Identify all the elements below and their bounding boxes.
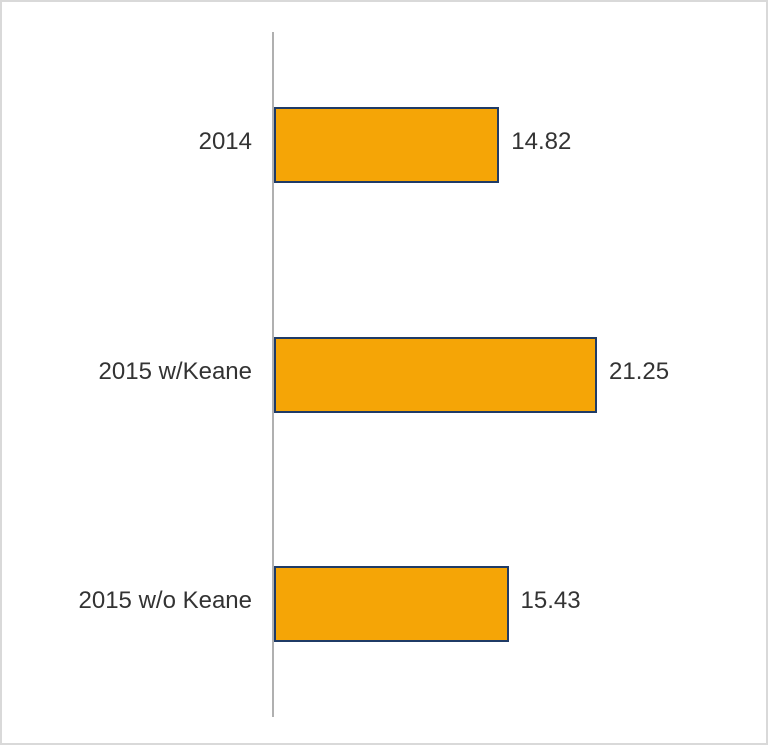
value-label: 14.82 xyxy=(511,128,571,156)
bar xyxy=(274,337,597,413)
value-label: 21.25 xyxy=(609,358,669,386)
category-label: 2015 w/o Keane xyxy=(79,587,252,615)
category-label: 2014 xyxy=(199,128,252,156)
bar xyxy=(274,107,499,183)
bar xyxy=(274,566,509,642)
value-label: 15.43 xyxy=(521,587,581,615)
plot-area: 201414.822015 w/Keane21.252015 w/o Keane… xyxy=(272,32,742,717)
chart-frame: 2014 14.82 2015 w/Keane 21.25 2015 w/o Keane… xyxy=(0,0,768,745)
category-label: 2015 w/Keane xyxy=(99,358,252,386)
